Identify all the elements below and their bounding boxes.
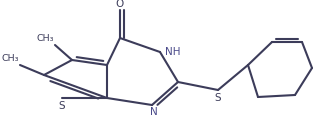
Text: S: S — [215, 93, 221, 103]
Text: N: N — [150, 107, 158, 117]
Text: O: O — [116, 0, 124, 9]
Text: CH₃: CH₃ — [2, 54, 19, 63]
Text: S: S — [59, 101, 65, 111]
Text: CH₃: CH₃ — [37, 34, 54, 43]
Text: NH: NH — [165, 47, 181, 57]
